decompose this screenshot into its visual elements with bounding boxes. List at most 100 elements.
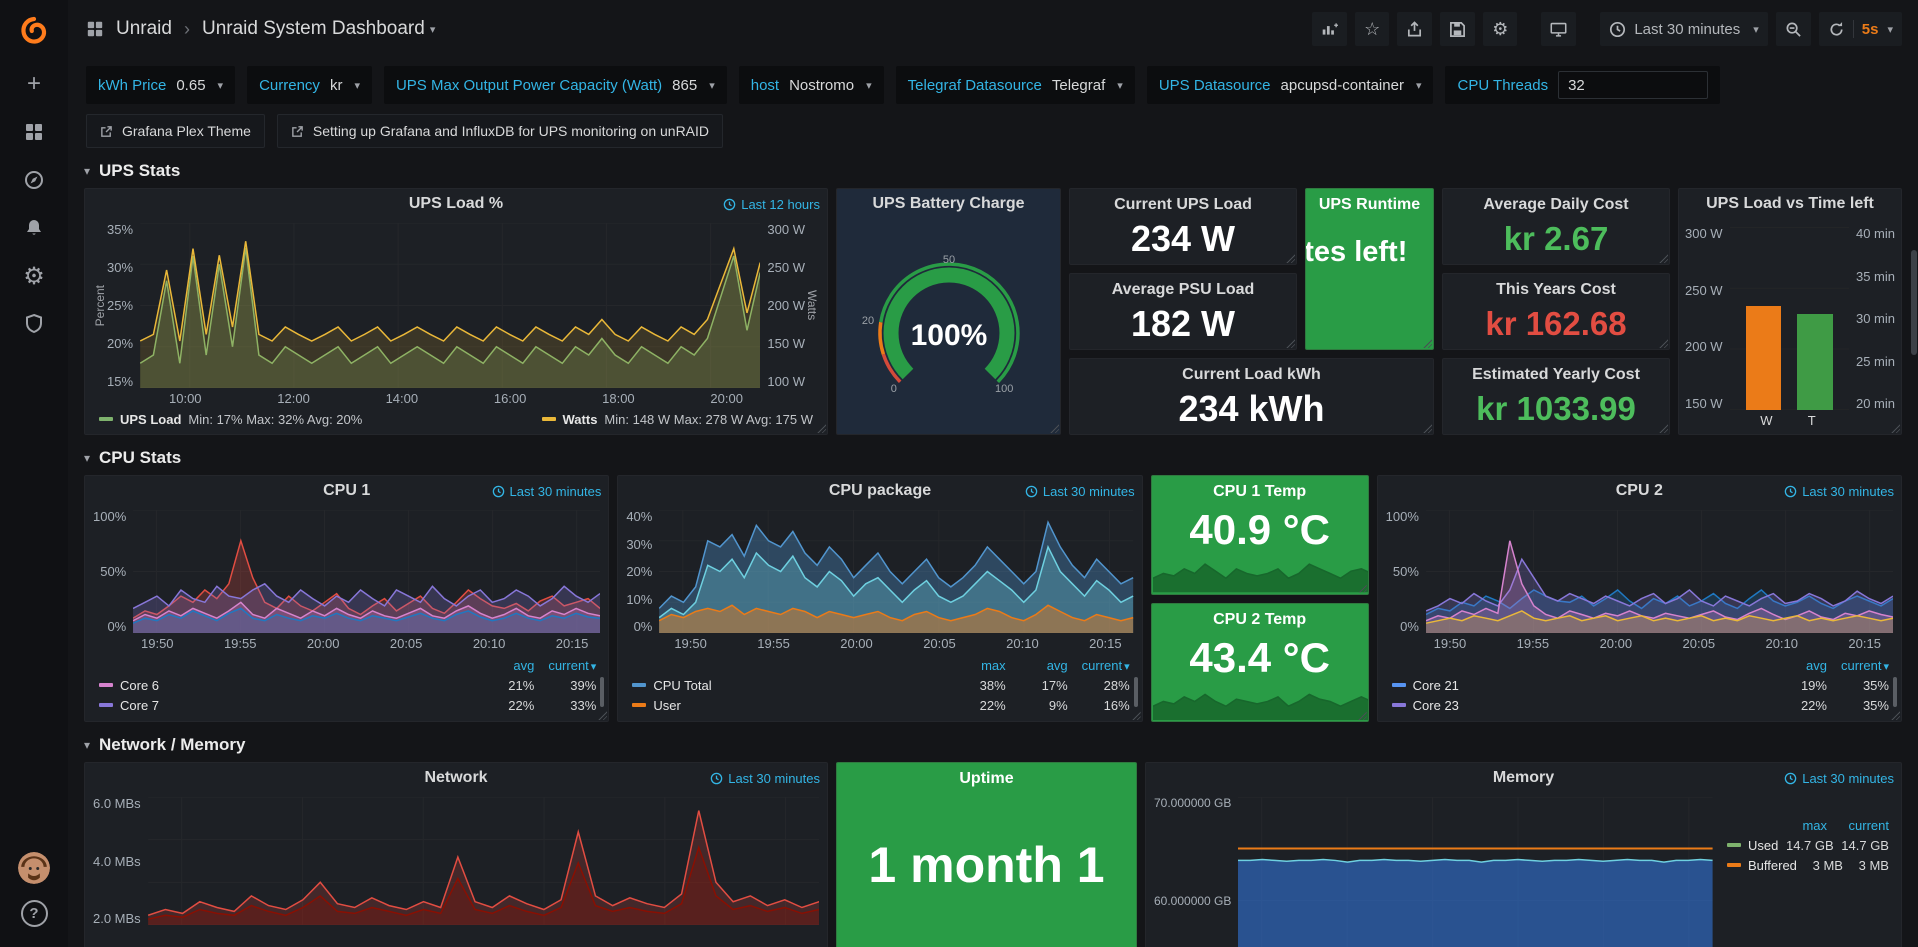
bar-chart[interactable] (1729, 227, 1849, 410)
legend-sort-avg[interactable]: avg (513, 657, 535, 673)
chevron-down-icon: ▾ (1753, 23, 1759, 36)
panel-title[interactable]: CPU package (828, 482, 932, 499)
cpu1-chart[interactable] (133, 510, 601, 633)
legend-series-toggle[interactable]: Core 23 (1391, 698, 1765, 713)
legend-series-toggle[interactable]: User (632, 698, 943, 713)
legend-series-toggle[interactable]: CPU Total (632, 678, 943, 693)
configuration-gear-icon[interactable]: ⚙ (23, 262, 45, 290)
legend-scrollbar[interactable] (1133, 677, 1138, 707)
stat-title[interactable]: UPS Runtime (1318, 196, 1421, 213)
dashboards-icon[interactable] (0, 108, 68, 156)
user-avatar[interactable] (18, 852, 50, 884)
stat-value: 1 month 1 (868, 837, 1105, 893)
breadcrumb-folder[interactable]: Unraid (116, 18, 172, 39)
stat-title[interactable]: Average Daily Cost (1483, 196, 1629, 213)
legend-sort-current[interactable]: current ▾ (1840, 657, 1889, 673)
stat-title[interactable]: Current UPS Load (1114, 196, 1252, 213)
navbar: Unraid › Unraid System Dashboard ▾ ☆ ⚙ (68, 0, 1918, 58)
link-grafana-plex-theme[interactable]: Grafana Plex Theme (86, 114, 265, 148)
stat-value: 31 minutes left! (1305, 235, 1408, 268)
legend-series-toggle[interactable]: Watts (562, 411, 598, 427)
legend-sort-current[interactable]: current ▾ (1081, 657, 1130, 673)
panel-title[interactable]: Network (424, 769, 488, 786)
variable-value-dropdown[interactable]: Telegraf ▾ (1051, 76, 1123, 94)
legend-sort-avg[interactable]: avg (1046, 657, 1068, 673)
cpu-threads-input[interactable] (1558, 71, 1709, 99)
panel-title[interactable]: CPU 1 (323, 482, 371, 499)
stat-title[interactable]: CPU 2 Temp (1213, 610, 1307, 628)
explore-compass-icon[interactable] (0, 156, 68, 204)
memory-chart[interactable] (1238, 797, 1713, 947)
link-ups-monitoring-guide[interactable]: Setting up Grafana and InfluxDB for UPS … (276, 114, 724, 148)
share-dashboard-button[interactable] (1397, 12, 1433, 46)
legend-sort-avg[interactable]: avg (1806, 657, 1827, 673)
legend-sort-current[interactable]: current ▾ (548, 657, 597, 673)
panel-current-ups-load: Current UPS Load 234 W (1069, 188, 1297, 265)
time-range-picker[interactable]: Last 30 minutes ▾ (1600, 12, 1768, 46)
variable-value-dropdown[interactable]: 865 ▾ (672, 76, 715, 94)
stat-title[interactable]: This Years Cost (1496, 281, 1616, 298)
ups-load-chart[interactable] (140, 223, 761, 388)
stat-title[interactable]: Current Load kWh (1182, 366, 1321, 383)
star-dashboard-button[interactable]: ☆ (1355, 12, 1390, 46)
cpu2-temp-sparkline (1152, 693, 1368, 720)
save-dashboard-button[interactable] (1440, 12, 1476, 46)
panel-title[interactable]: UPS Load vs Time left (1706, 195, 1874, 212)
cpu-package-chart[interactable] (659, 510, 1134, 633)
help-icon[interactable]: ? (20, 900, 48, 927)
panel-title[interactable]: UPS Battery Charge (872, 195, 1025, 212)
y-axis-left: 6.0 MBs 4.0 MBs 2.0 MBs (93, 796, 141, 926)
legend-scrollbar[interactable] (1892, 677, 1897, 707)
variable-value-dropdown[interactable]: Nostromo ▾ (789, 76, 872, 94)
section-ups-stats[interactable]: ▾ UPS Stats (84, 154, 1902, 188)
stat-title[interactable]: Average PSU Load (1111, 281, 1255, 298)
legend-series-toggle[interactable]: UPS Load (120, 411, 182, 427)
clock-icon (1784, 485, 1797, 498)
legend-scrollbar[interactable] (600, 677, 605, 707)
network-chart[interactable] (147, 797, 819, 925)
breadcrumb-dashboard-title[interactable]: Unraid System Dashboard ▾ (201, 18, 436, 39)
alerting-bell-icon[interactable] (0, 204, 68, 252)
share-icon (1408, 20, 1422, 36)
legend-series-toggle[interactable]: Core 21 (1391, 678, 1765, 693)
server-admin-shield-icon[interactable] (0, 300, 68, 348)
cycle-view-mode-button[interactable] (1541, 12, 1577, 46)
zoom-out-icon (1786, 22, 1801, 37)
panel-title[interactable]: CPU 2 (1615, 482, 1663, 499)
stat-value: 40.9 °C (1189, 506, 1330, 553)
legend-sort-current[interactable]: current (1848, 817, 1889, 833)
panel-ups-load-vs-time-left: UPS Load vs Time left 300 W 250 W 200 W 150… (1678, 188, 1902, 435)
panel-title[interactable]: UPS Load % (408, 195, 504, 212)
refresh-button[interactable] (1828, 21, 1845, 38)
legend-sort-max[interactable]: max (981, 657, 1006, 673)
create-icon[interactable]: + (26, 70, 41, 97)
section-cpu-stats[interactable]: ▾ CPU Stats (84, 441, 1902, 475)
chevron-down-icon: ▾ (1887, 23, 1893, 36)
section-network-memory[interactable]: ▾ Network / Memory (84, 728, 1902, 762)
legend-series-toggle[interactable]: Core 6 (99, 678, 472, 693)
variable-value-dropdown[interactable]: 0.65 ▾ (176, 76, 224, 94)
cpu2-chart[interactable] (1425, 510, 1893, 633)
y-axis-left: 35% 30% 25% 20% 15% (107, 222, 134, 389)
refresh-interval-picker[interactable]: 5s ▾ (1862, 21, 1893, 38)
add-panel-button[interactable] (1312, 12, 1348, 46)
stat-title[interactable]: Estimated Yearly Cost (1472, 366, 1640, 383)
section-title: UPS Stats (99, 161, 181, 180)
stat-title[interactable]: CPU 1 Temp (1213, 483, 1307, 500)
legend-series-toggle[interactable]: Buffered (1727, 858, 1797, 873)
stat-title[interactable]: Uptime (959, 770, 1014, 787)
panel-cpu1-temp: CPU 1 Temp 40.9 °C (1150, 475, 1369, 595)
panel-time-override: Last 30 minutes (492, 484, 601, 499)
zoom-out-time-button[interactable] (1775, 12, 1811, 46)
series-marker (541, 417, 556, 421)
dashboard-settings-button[interactable]: ⚙ (1483, 12, 1518, 46)
page-scrollbar[interactable] (1911, 250, 1917, 355)
variable-value-dropdown[interactable]: apcupsd-container ▾ (1280, 76, 1422, 94)
grafana-logo-icon[interactable] (0, 0, 68, 60)
panel-title[interactable]: Memory (1492, 769, 1555, 786)
legend-sort-max[interactable]: max (1802, 817, 1827, 833)
legend-series-toggle[interactable]: Core 7 (99, 698, 472, 713)
legend-series-toggle[interactable]: Used (1727, 838, 1778, 853)
y-axis-left: 300 W 250 W 200 W 150 W (1685, 226, 1723, 411)
variable-value-dropdown[interactable]: kr ▾ (329, 76, 360, 94)
